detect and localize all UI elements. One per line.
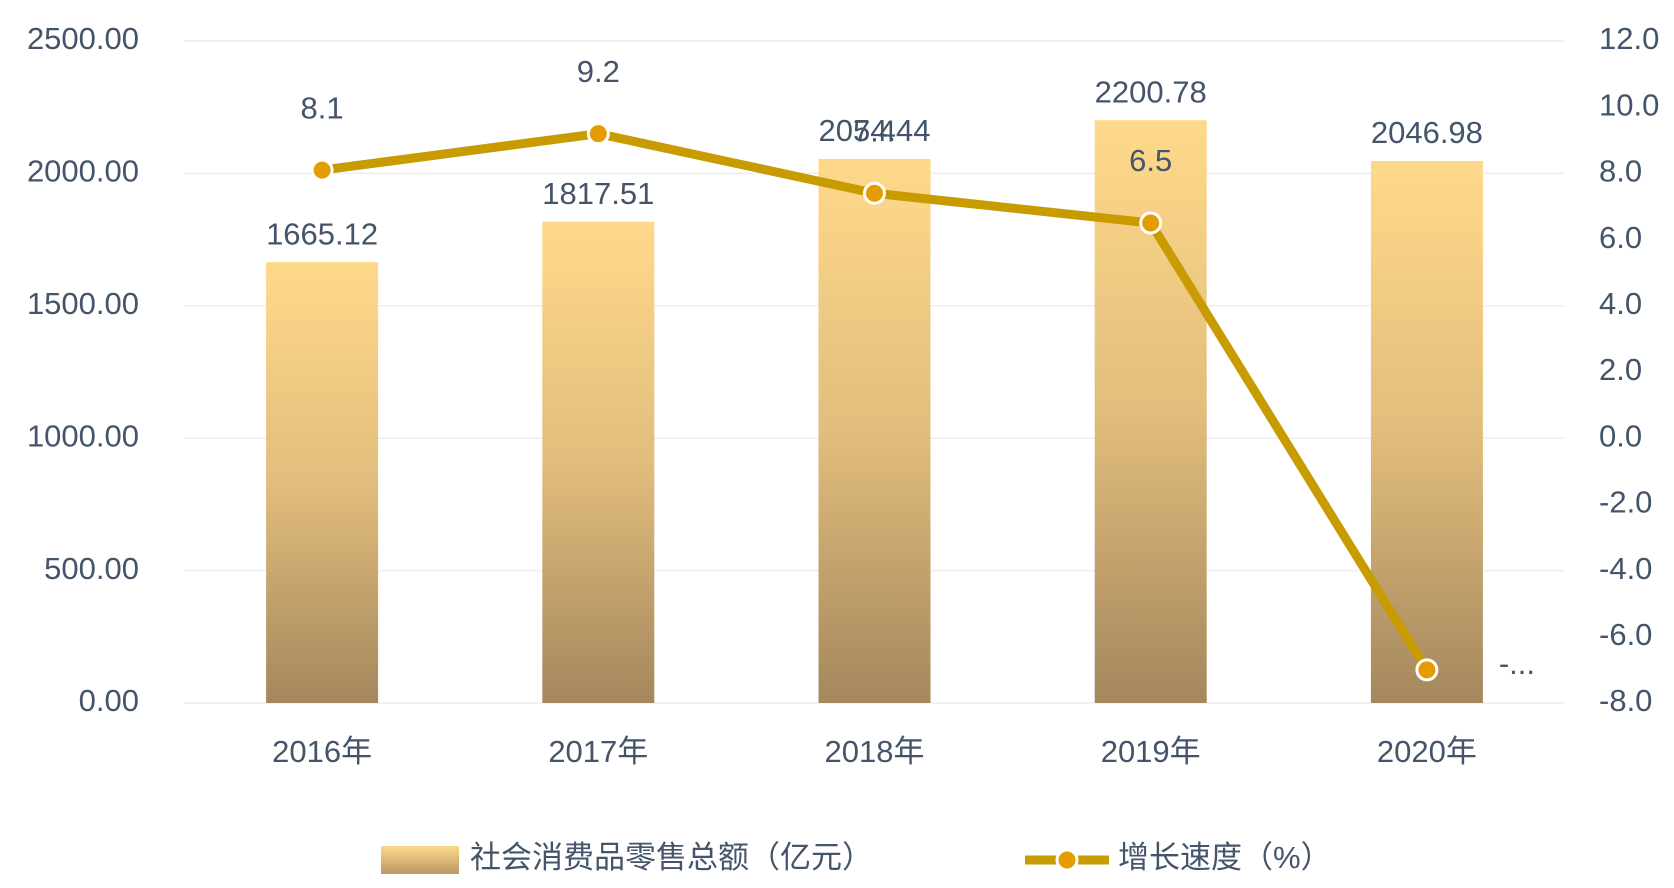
y-tick-label: 500.00 [44, 551, 139, 586]
y-tick-label: 2500.00 [27, 21, 139, 56]
y2-tick-label: 8.0 [1599, 154, 1642, 189]
y2-tick-label: 12.0 [1599, 21, 1659, 56]
legend-label: 社会消费品零售总额（亿元） [470, 840, 873, 875]
x-tick-label: 2016年 [272, 734, 372, 769]
bar [266, 262, 379, 703]
x-tick-label: 2019年 [1101, 734, 1201, 769]
y2-tick-label: 2.0 [1599, 352, 1642, 387]
y2-tick-label: 4.0 [1599, 286, 1642, 321]
y2-tick-label: -4.0 [1599, 551, 1652, 586]
line-value-label: 9.2 [577, 54, 620, 89]
y2-tick-label: 10.0 [1599, 87, 1659, 122]
bar-value-label: 2200.78 [1095, 74, 1207, 109]
bar-value-label: 1665.12 [266, 216, 378, 251]
x-tick-label: 2020年 [1377, 734, 1477, 769]
y-tick-label: 0.00 [79, 683, 139, 718]
y2-tick-label: -2.0 [1599, 485, 1652, 520]
bar [542, 221, 655, 703]
line-value-label: -... [1499, 646, 1535, 681]
y-tick-label: 1500.00 [27, 286, 139, 321]
bar-value-label: 2054.44 [818, 113, 930, 148]
line-point [310, 158, 334, 182]
y2-tick-label: -8.0 [1599, 683, 1652, 718]
legend-label: 增长速度（%） [1118, 840, 1332, 875]
x-tick-label: 2018年 [825, 734, 925, 769]
legend-swatch [1055, 848, 1079, 872]
bar-value-label: 1817.51 [542, 176, 654, 211]
line-value-label: 7.4 [853, 113, 896, 148]
y2-tick-label: -6.0 [1599, 617, 1652, 652]
y-tick-label: 1000.00 [27, 418, 139, 453]
line-point [586, 122, 610, 146]
line-point [1139, 211, 1163, 235]
bar [1094, 120, 1207, 703]
y2-tick-label: 0.0 [1599, 418, 1642, 453]
legend-swatch [381, 846, 459, 874]
x-tick-label: 2017年 [548, 734, 648, 769]
bar [1370, 160, 1483, 703]
y2-tick-label: 6.0 [1599, 220, 1642, 255]
line-point [1415, 658, 1439, 682]
y-tick-label: 2000.00 [27, 154, 139, 189]
bar-value-label: 2046.98 [1371, 115, 1483, 150]
line-value-label: 6.5 [1129, 143, 1172, 178]
bar [818, 158, 931, 704]
line-point [863, 181, 886, 205]
line-value-label: 8.1 [301, 90, 344, 125]
